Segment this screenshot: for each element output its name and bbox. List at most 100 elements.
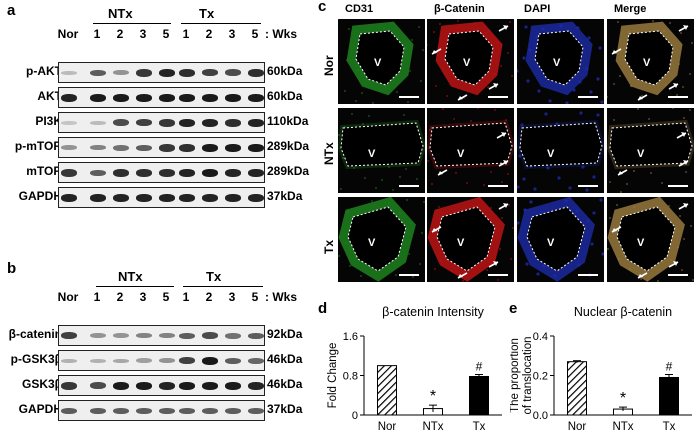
blot-strip (58, 350, 265, 371)
blot-strip (58, 137, 265, 158)
significance-marker: # (476, 360, 483, 374)
microscopy-image: V (337, 196, 426, 283)
scale-bar (399, 274, 419, 276)
microscopy-row-label: Tx (322, 239, 336, 254)
blot-band (90, 69, 106, 76)
group-underline (183, 286, 263, 287)
weeks-label: : Wks (265, 27, 298, 41)
molecular-weight-label: 289kDa (267, 164, 310, 178)
microscopy-image: V (606, 196, 695, 283)
blot-row-label: GAPDH (18, 189, 62, 203)
microscopy-drawing (338, 19, 425, 104)
scale-bar (488, 185, 508, 187)
blot-band (179, 118, 195, 127)
blot-band (136, 193, 152, 202)
blot-row-label: PI3K (35, 114, 62, 128)
y-tick-label: 0 (352, 410, 358, 422)
blot-band (225, 118, 241, 127)
group-label: Tx (206, 269, 222, 284)
vessel-label: V (457, 237, 465, 249)
blot-row-label: AKT (37, 89, 62, 103)
blot-band (61, 193, 77, 202)
microscopy-image: V (337, 18, 426, 105)
bar (469, 375, 489, 416)
lane-label: 1 (93, 27, 101, 41)
blot-band (90, 93, 106, 102)
scale-bar (578, 185, 598, 187)
blot-strip (58, 87, 265, 108)
blot-band (248, 143, 264, 152)
blot-band (179, 143, 195, 152)
blot-band (159, 168, 175, 177)
blot-row-label: p-GSK3β (10, 352, 62, 366)
lane-label: 1 (93, 290, 101, 304)
microscopy-image: V (606, 18, 695, 105)
x-tick-label: NTx (422, 421, 443, 433)
blot-band (61, 168, 77, 177)
blot-band (61, 145, 77, 150)
lane-label: 5 (162, 290, 170, 304)
blot-band (179, 93, 195, 102)
microscopy-drawing (427, 19, 514, 101)
scale-bar (668, 274, 688, 276)
blot-row-label: p-AKT (26, 64, 62, 78)
blot-band (90, 193, 106, 202)
blot-strip (58, 62, 265, 83)
lane-label: 3 (228, 27, 236, 41)
vessel-label: V (547, 148, 555, 160)
blot-band (90, 358, 106, 363)
vessel-label: V (457, 148, 465, 160)
group-label: NTx (108, 6, 133, 21)
microscopy-row-label: NTx (322, 142, 336, 165)
microscopy-image: V (426, 18, 515, 105)
panel-label-b: b (7, 260, 17, 277)
microscopy-column-label: β-Catenin (434, 3, 485, 15)
blot-band (202, 356, 218, 365)
microscopy-drawing (607, 197, 694, 282)
molecular-weight-label: 46kDa (267, 377, 303, 391)
blot-band (225, 93, 241, 102)
blot-band (136, 144, 152, 151)
lane-label: Nor (57, 290, 79, 304)
lane-label: Nor (57, 27, 79, 41)
microscopy-image: V (516, 107, 605, 194)
blot-band (179, 168, 195, 177)
microscopy-drawing (517, 111, 604, 192)
blot-band (248, 357, 264, 364)
blot-band (248, 193, 264, 202)
blot-band (61, 93, 77, 102)
lane-label: 2 (116, 290, 124, 304)
bar (377, 365, 397, 416)
blot-row-label: GSK3β (21, 377, 62, 391)
blot-band (202, 193, 218, 202)
blot-band (202, 93, 218, 102)
microscopy-drawing (607, 19, 694, 101)
blot-band (61, 358, 77, 363)
blot-band (136, 68, 152, 77)
vessel-label: V (463, 57, 471, 69)
microscopy-drawing (338, 197, 425, 282)
microscopy-image: V (426, 107, 515, 194)
blot-band (159, 143, 175, 152)
vessel-label: V (553, 57, 561, 69)
y-axis-label: The proportionof translocation (510, 337, 534, 415)
microscopy-drawing (517, 197, 604, 282)
blot-strip (58, 162, 265, 183)
blot-band (113, 70, 129, 75)
blot-band (136, 93, 152, 102)
x-tick-label: Nor (378, 421, 397, 433)
blot-band (90, 169, 106, 176)
blot-band (113, 333, 129, 338)
lane-label: 3 (139, 290, 147, 304)
microscopy-drawing (607, 108, 694, 193)
blot-band (90, 407, 106, 414)
y-tick-label: 0.8 (343, 371, 358, 383)
blot-band (159, 93, 175, 102)
y-tick-label: 0.0 (533, 410, 548, 422)
scale-bar (488, 96, 508, 98)
blot-band (61, 332, 77, 339)
vessel-label: V (374, 57, 382, 69)
microscopy-image: V (337, 107, 426, 194)
y-axis-label-line: The proportion (510, 338, 521, 413)
